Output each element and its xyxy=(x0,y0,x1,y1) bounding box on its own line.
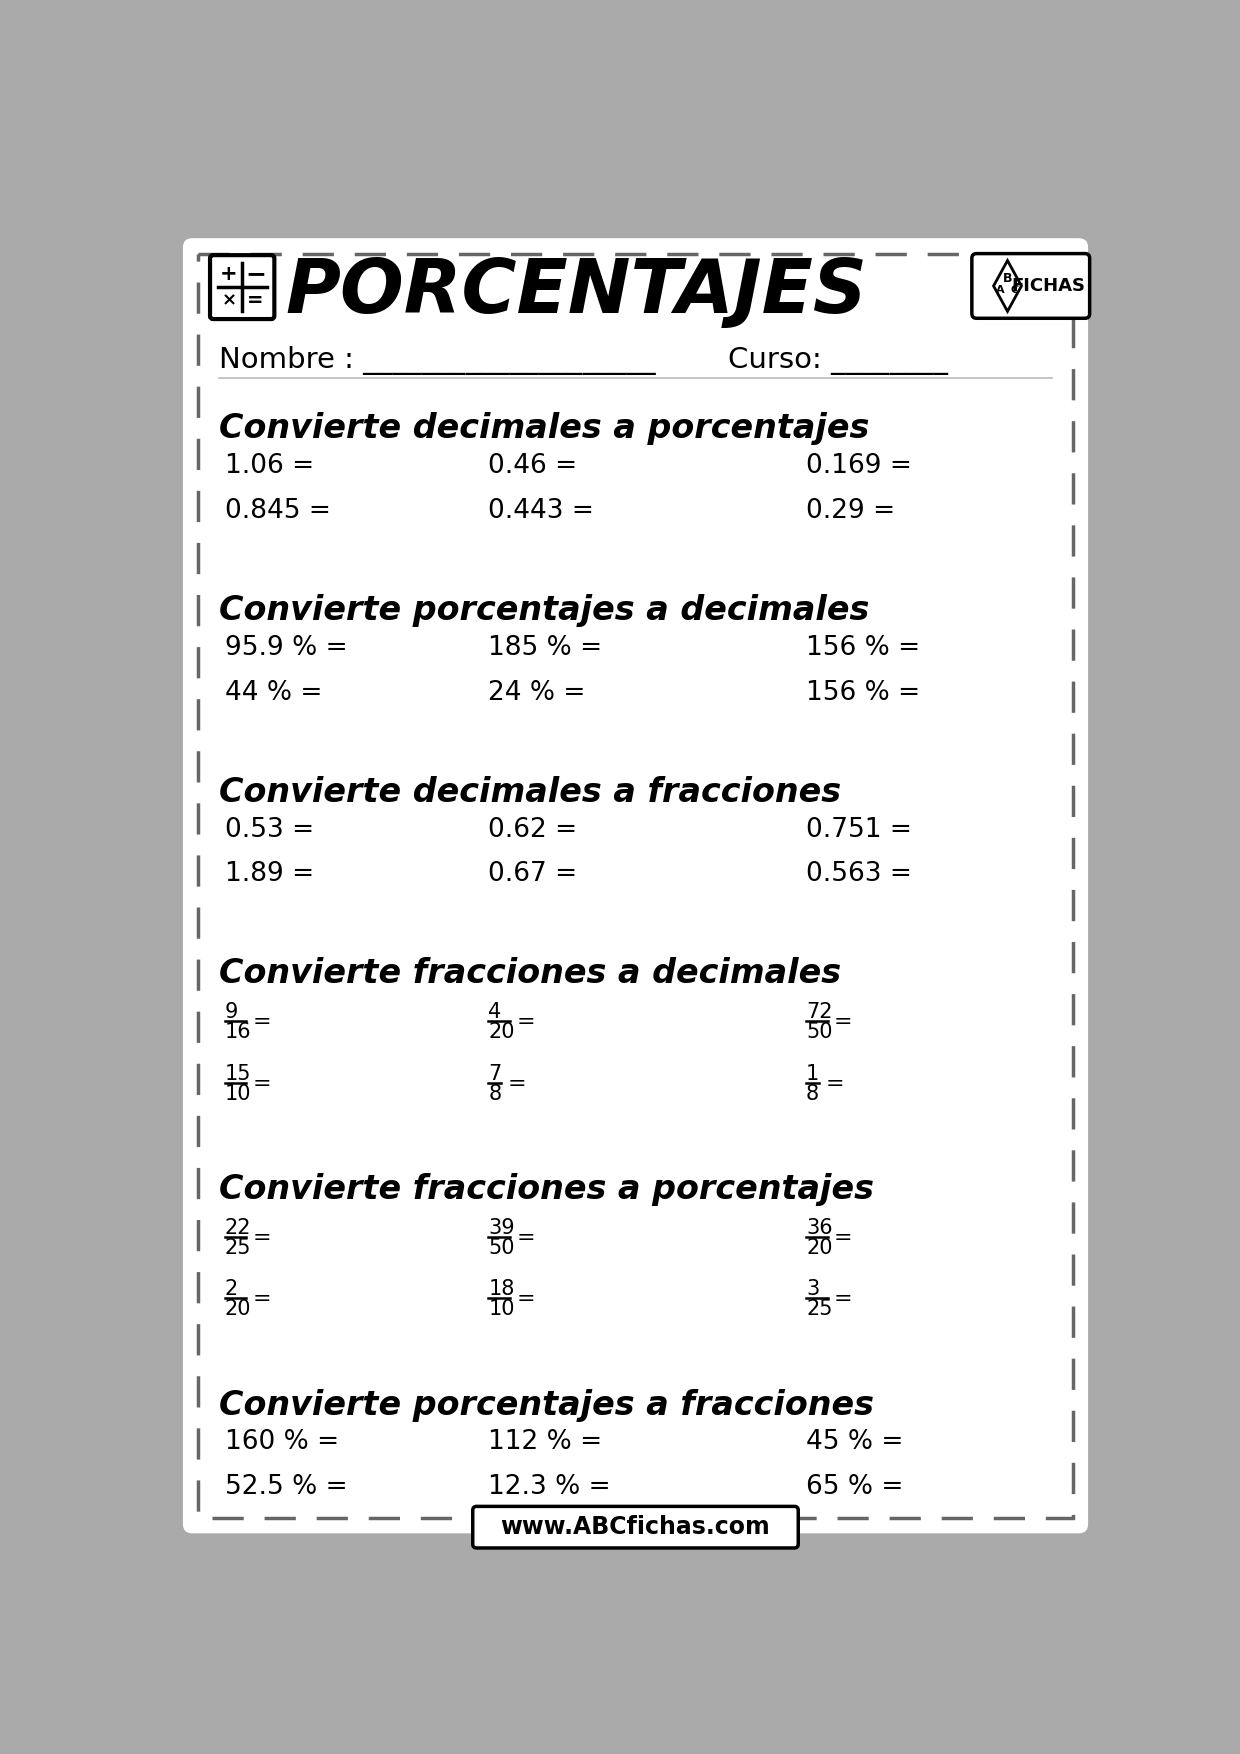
Text: 18: 18 xyxy=(489,1279,515,1300)
Text: 8: 8 xyxy=(489,1084,501,1103)
Text: 3: 3 xyxy=(806,1279,820,1300)
FancyBboxPatch shape xyxy=(184,239,1089,1533)
Text: B: B xyxy=(1003,272,1012,284)
Text: 16: 16 xyxy=(224,1023,252,1042)
Text: 50: 50 xyxy=(806,1023,832,1042)
Text: 1.06 =: 1.06 = xyxy=(224,453,314,479)
Text: 65 % =: 65 % = xyxy=(806,1473,904,1500)
Text: 0.53 =: 0.53 = xyxy=(224,817,314,842)
Text: 0.46 =: 0.46 = xyxy=(489,453,578,479)
Text: 44 % =: 44 % = xyxy=(224,679,322,705)
Text: 4: 4 xyxy=(489,1002,501,1023)
Text: 1.89 =: 1.89 = xyxy=(224,861,314,888)
Text: 0.62 =: 0.62 = xyxy=(489,817,578,842)
Text: 0.169 =: 0.169 = xyxy=(806,453,911,479)
Text: 0.751 =: 0.751 = xyxy=(806,817,911,842)
Text: Convierte fracciones a porcentajes: Convierte fracciones a porcentajes xyxy=(218,1173,873,1207)
Text: +: + xyxy=(219,263,238,284)
Text: Convierte porcentajes a decimales: Convierte porcentajes a decimales xyxy=(218,595,869,626)
Text: 185 % =: 185 % = xyxy=(489,635,603,661)
Text: 1: 1 xyxy=(806,1063,820,1084)
Text: Convierte decimales a porcentajes: Convierte decimales a porcentajes xyxy=(218,412,869,446)
Text: 20: 20 xyxy=(806,1238,832,1258)
Text: 112 % =: 112 % = xyxy=(489,1430,603,1456)
Text: 2: 2 xyxy=(224,1279,238,1300)
Text: 24 % =: 24 % = xyxy=(489,679,585,705)
Text: =: = xyxy=(833,1228,853,1247)
FancyBboxPatch shape xyxy=(210,254,274,319)
Text: Convierte decimales a fracciones: Convierte decimales a fracciones xyxy=(218,775,841,809)
Text: =: = xyxy=(253,1073,272,1094)
FancyBboxPatch shape xyxy=(972,254,1090,317)
Text: −: − xyxy=(246,261,267,286)
Text: 45 % =: 45 % = xyxy=(806,1430,904,1456)
Text: =: = xyxy=(253,1228,272,1247)
Text: 25: 25 xyxy=(224,1238,252,1258)
Text: 156 % =: 156 % = xyxy=(806,635,920,661)
Text: 156 % =: 156 % = xyxy=(806,679,920,705)
Text: =: = xyxy=(833,1012,853,1031)
Text: 10: 10 xyxy=(224,1084,252,1103)
Text: =: = xyxy=(247,291,264,310)
Text: =: = xyxy=(516,1289,534,1308)
Text: Nombre : ____________________: Nombre : ____________________ xyxy=(218,346,655,375)
Text: 72: 72 xyxy=(806,1002,832,1023)
Text: =: = xyxy=(516,1012,534,1031)
Text: 160 % =: 160 % = xyxy=(224,1430,339,1456)
Text: =: = xyxy=(826,1073,844,1094)
Text: =: = xyxy=(253,1012,272,1031)
Text: 39: 39 xyxy=(489,1217,515,1238)
Text: A: A xyxy=(996,284,1004,295)
Text: PORCENTAJES: PORCENTAJES xyxy=(285,256,867,330)
Text: ×: × xyxy=(221,291,237,309)
Text: 15: 15 xyxy=(224,1063,252,1084)
Text: 20: 20 xyxy=(489,1023,515,1042)
Text: 0.29 =: 0.29 = xyxy=(806,498,895,524)
FancyBboxPatch shape xyxy=(472,1507,799,1549)
Text: Curso: ________: Curso: ________ xyxy=(729,347,949,375)
Text: 25: 25 xyxy=(806,1300,832,1319)
Text: 36: 36 xyxy=(806,1217,832,1238)
Text: 0.67 =: 0.67 = xyxy=(489,861,578,888)
Text: 0.563 =: 0.563 = xyxy=(806,861,911,888)
Text: 12.3 % =: 12.3 % = xyxy=(489,1473,611,1500)
Text: 22: 22 xyxy=(224,1217,252,1238)
Text: 7: 7 xyxy=(489,1063,501,1084)
Text: 9: 9 xyxy=(224,1002,238,1023)
Text: C: C xyxy=(1011,284,1018,295)
Text: 0.845 =: 0.845 = xyxy=(224,498,331,524)
Text: =: = xyxy=(833,1289,853,1308)
Text: 50: 50 xyxy=(489,1238,515,1258)
Text: =: = xyxy=(253,1289,272,1308)
Text: www.ABCfichas.com: www.ABCfichas.com xyxy=(501,1515,770,1540)
Text: 52.5 % =: 52.5 % = xyxy=(224,1473,347,1500)
Text: 20: 20 xyxy=(224,1300,252,1319)
Text: 0.443 =: 0.443 = xyxy=(489,498,594,524)
Text: =: = xyxy=(516,1228,534,1247)
Text: FICHAS: FICHAS xyxy=(1012,277,1085,295)
Text: 95.9 % =: 95.9 % = xyxy=(224,635,347,661)
Text: 10: 10 xyxy=(489,1300,515,1319)
Text: 8: 8 xyxy=(806,1084,820,1103)
Text: Convierte fracciones a decimales: Convierte fracciones a decimales xyxy=(218,958,841,991)
Text: Convierte porcentajes a fracciones: Convierte porcentajes a fracciones xyxy=(218,1389,873,1421)
Text: =: = xyxy=(507,1073,526,1094)
